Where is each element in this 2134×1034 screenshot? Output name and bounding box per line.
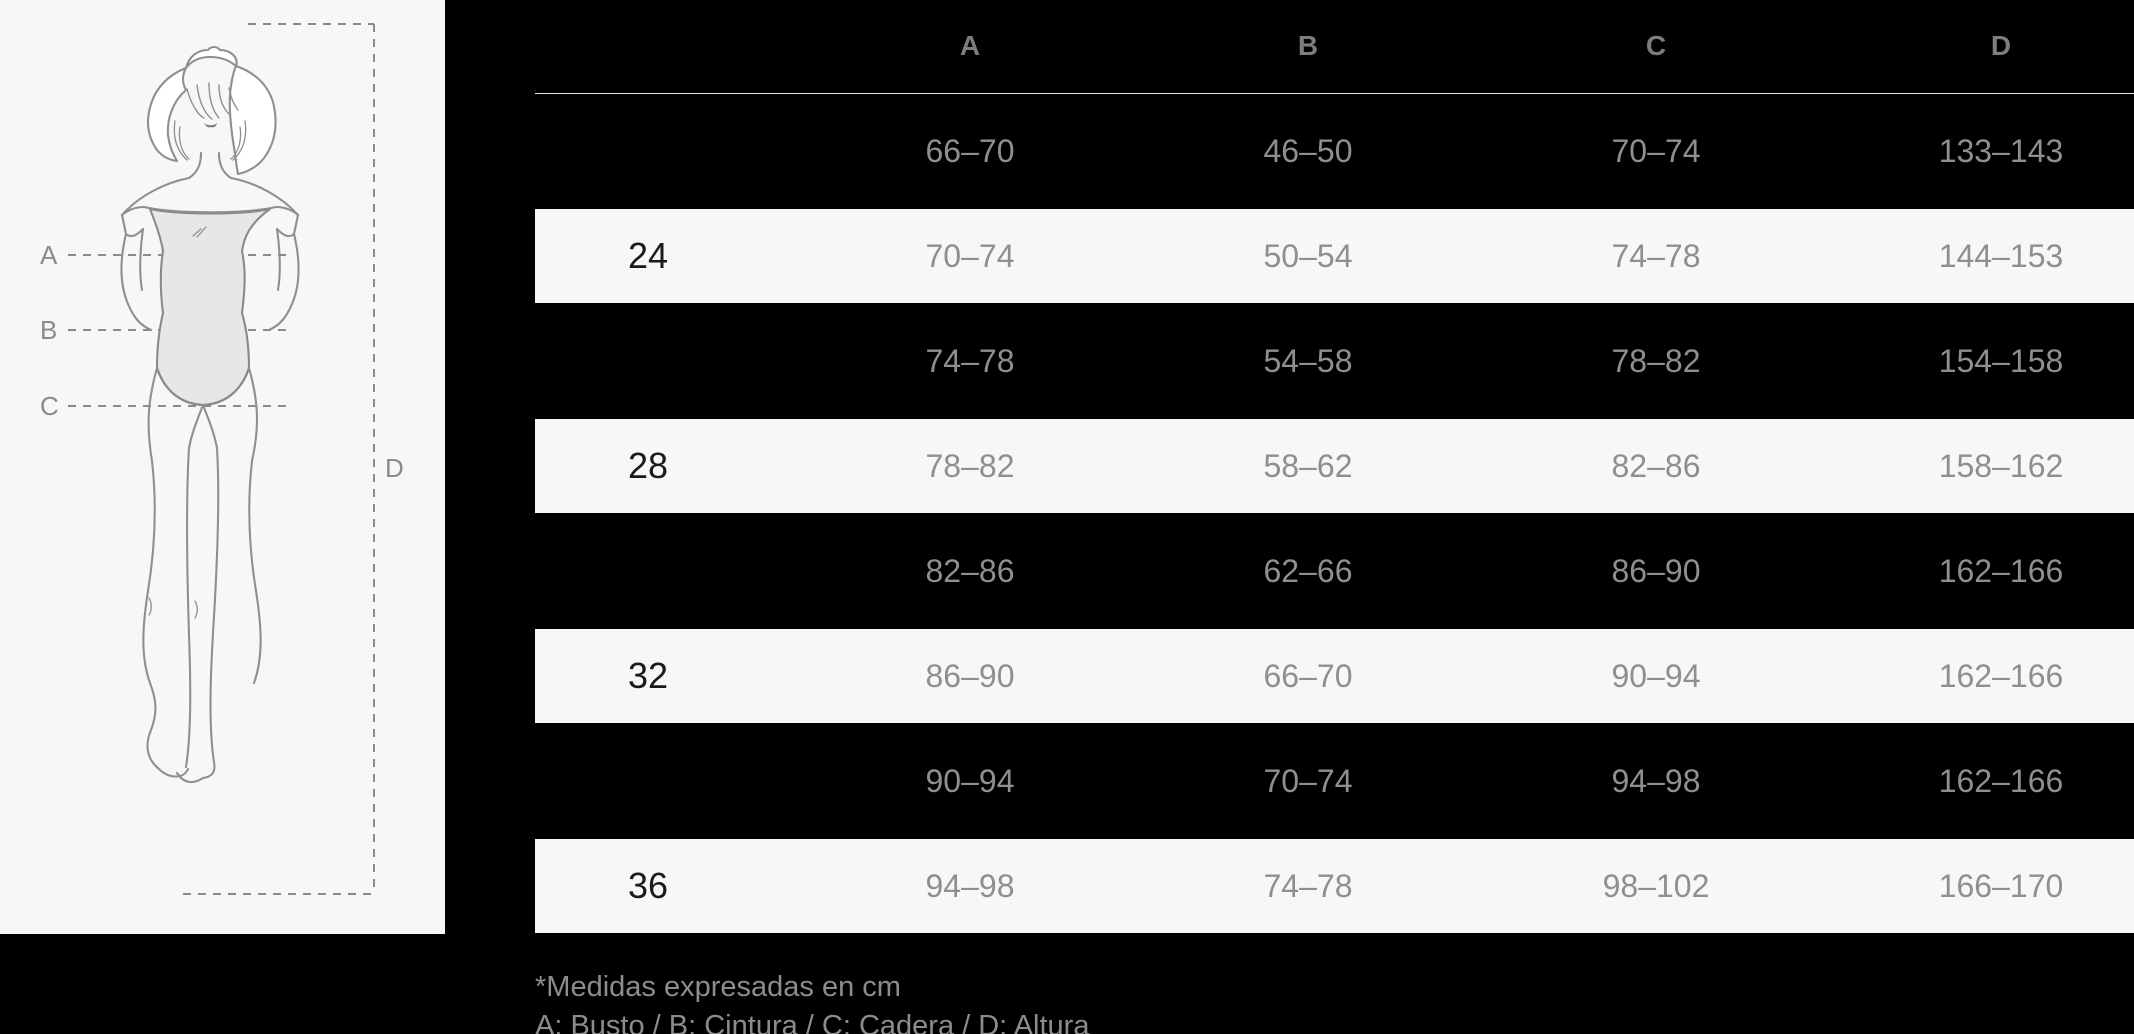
svg-text:A: A <box>40 240 58 270</box>
svg-text:B: B <box>40 315 57 345</box>
svg-text:D: D <box>385 453 404 483</box>
svg-text:C: C <box>40 391 59 421</box>
